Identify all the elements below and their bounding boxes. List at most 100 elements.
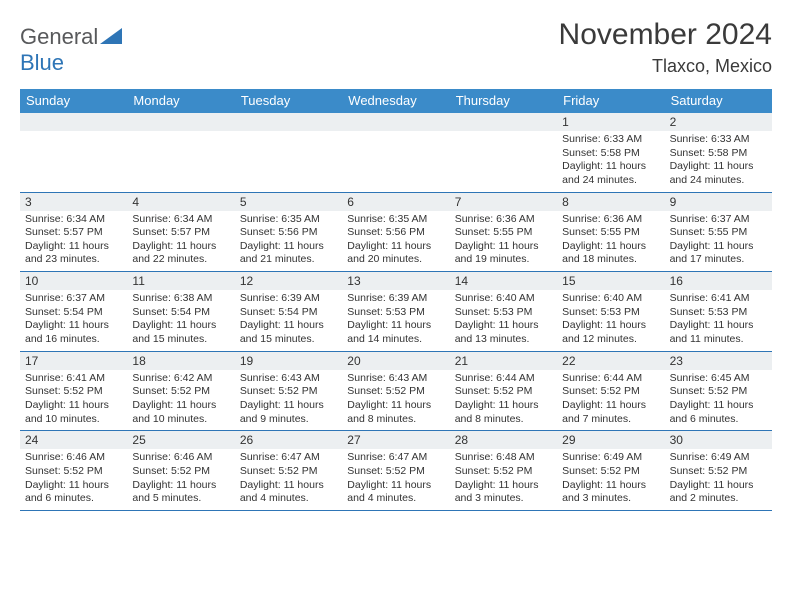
day-number: 26 (235, 431, 342, 449)
day-cell: 29Sunrise: 6:49 AMSunset: 5:52 PMDayligh… (557, 431, 664, 510)
day-details: Sunrise: 6:43 AMSunset: 5:52 PMDaylight:… (235, 370, 342, 431)
sunset-text: Sunset: 5:56 PM (347, 226, 444, 240)
day-cell (20, 113, 127, 192)
day-details: Sunrise: 6:49 AMSunset: 5:52 PMDaylight:… (557, 449, 664, 510)
day-number: 15 (557, 272, 664, 290)
daylight-text: Daylight: 11 hours and 15 minutes. (240, 319, 337, 346)
sunset-text: Sunset: 5:53 PM (347, 306, 444, 320)
sunset-text: Sunset: 5:53 PM (455, 306, 552, 320)
day-header-sun: Sunday (20, 89, 127, 113)
sunset-text: Sunset: 5:52 PM (347, 465, 444, 479)
day-cell: 2Sunrise: 6:33 AMSunset: 5:58 PMDaylight… (665, 113, 772, 192)
sunset-text: Sunset: 5:52 PM (455, 385, 552, 399)
day-number: 14 (450, 272, 557, 290)
sunrise-text: Sunrise: 6:47 AM (240, 451, 337, 465)
day-cell (127, 113, 234, 192)
day-number: 25 (127, 431, 234, 449)
day-cell: 28Sunrise: 6:48 AMSunset: 5:52 PMDayligh… (450, 431, 557, 510)
sunset-text: Sunset: 5:52 PM (562, 385, 659, 399)
day-header-wed: Wednesday (342, 89, 449, 113)
sunset-text: Sunset: 5:52 PM (455, 465, 552, 479)
day-cell: 9Sunrise: 6:37 AMSunset: 5:55 PMDaylight… (665, 193, 772, 272)
weeks-container: 1Sunrise: 6:33 AMSunset: 5:58 PMDaylight… (20, 113, 772, 511)
day-details: Sunrise: 6:41 AMSunset: 5:52 PMDaylight:… (20, 370, 127, 431)
header: General Blue November 2024 Tlaxco, Mexic… (20, 18, 772, 77)
day-cell: 14Sunrise: 6:40 AMSunset: 5:53 PMDayligh… (450, 272, 557, 351)
day-number: 17 (20, 352, 127, 370)
day-cell: 8Sunrise: 6:36 AMSunset: 5:55 PMDaylight… (557, 193, 664, 272)
daylight-text: Daylight: 11 hours and 4 minutes. (240, 479, 337, 506)
sunrise-text: Sunrise: 6:44 AM (455, 372, 552, 386)
day-cell: 13Sunrise: 6:39 AMSunset: 5:53 PMDayligh… (342, 272, 449, 351)
day-cell: 30Sunrise: 6:49 AMSunset: 5:52 PMDayligh… (665, 431, 772, 510)
day-cell (450, 113, 557, 192)
sunrise-text: Sunrise: 6:35 AM (347, 213, 444, 227)
day-header-sat: Saturday (665, 89, 772, 113)
daylight-text: Daylight: 11 hours and 6 minutes. (25, 479, 122, 506)
daylight-text: Daylight: 11 hours and 12 minutes. (562, 319, 659, 346)
day-number (235, 113, 342, 131)
sunset-text: Sunset: 5:54 PM (25, 306, 122, 320)
day-cell: 4Sunrise: 6:34 AMSunset: 5:57 PMDaylight… (127, 193, 234, 272)
day-number: 10 (20, 272, 127, 290)
daylight-text: Daylight: 11 hours and 23 minutes. (25, 240, 122, 267)
sunset-text: Sunset: 5:57 PM (132, 226, 229, 240)
day-header-fri: Friday (557, 89, 664, 113)
sunrise-text: Sunrise: 6:37 AM (670, 213, 767, 227)
sunset-text: Sunset: 5:57 PM (25, 226, 122, 240)
calendar: Sunday Monday Tuesday Wednesday Thursday… (20, 89, 772, 511)
logo-triangle-icon (100, 28, 122, 44)
sunrise-text: Sunrise: 6:42 AM (132, 372, 229, 386)
sunrise-text: Sunrise: 6:35 AM (240, 213, 337, 227)
day-header-mon: Monday (127, 89, 234, 113)
day-details: Sunrise: 6:44 AMSunset: 5:52 PMDaylight:… (450, 370, 557, 431)
daylight-text: Daylight: 11 hours and 18 minutes. (562, 240, 659, 267)
daylight-text: Daylight: 11 hours and 19 minutes. (455, 240, 552, 267)
daylight-text: Daylight: 11 hours and 21 minutes. (240, 240, 337, 267)
day-cell: 12Sunrise: 6:39 AMSunset: 5:54 PMDayligh… (235, 272, 342, 351)
sunset-text: Sunset: 5:55 PM (455, 226, 552, 240)
sunrise-text: Sunrise: 6:40 AM (455, 292, 552, 306)
sunrise-text: Sunrise: 6:45 AM (670, 372, 767, 386)
sunset-text: Sunset: 5:55 PM (670, 226, 767, 240)
daylight-text: Daylight: 11 hours and 6 minutes. (670, 399, 767, 426)
day-details: Sunrise: 6:37 AMSunset: 5:55 PMDaylight:… (665, 211, 772, 272)
daylight-text: Daylight: 11 hours and 17 minutes. (670, 240, 767, 267)
day-details: Sunrise: 6:38 AMSunset: 5:54 PMDaylight:… (127, 290, 234, 351)
sunset-text: Sunset: 5:58 PM (562, 147, 659, 161)
month-title: November 2024 (559, 18, 772, 52)
daylight-text: Daylight: 11 hours and 3 minutes. (562, 479, 659, 506)
sunrise-text: Sunrise: 6:40 AM (562, 292, 659, 306)
daylight-text: Daylight: 11 hours and 14 minutes. (347, 319, 444, 346)
daylight-text: Daylight: 11 hours and 4 minutes. (347, 479, 444, 506)
sunrise-text: Sunrise: 6:33 AM (562, 133, 659, 147)
day-details: Sunrise: 6:33 AMSunset: 5:58 PMDaylight:… (665, 131, 772, 192)
title-block: November 2024 Tlaxco, Mexico (559, 18, 772, 77)
day-number: 28 (450, 431, 557, 449)
day-cell: 22Sunrise: 6:44 AMSunset: 5:52 PMDayligh… (557, 352, 664, 431)
day-cell: 25Sunrise: 6:46 AMSunset: 5:52 PMDayligh… (127, 431, 234, 510)
sunrise-text: Sunrise: 6:38 AM (132, 292, 229, 306)
week-row: 3Sunrise: 6:34 AMSunset: 5:57 PMDaylight… (20, 193, 772, 273)
day-number: 30 (665, 431, 772, 449)
day-number (20, 113, 127, 131)
day-cell: 19Sunrise: 6:43 AMSunset: 5:52 PMDayligh… (235, 352, 342, 431)
sunset-text: Sunset: 5:52 PM (670, 465, 767, 479)
sunrise-text: Sunrise: 6:43 AM (240, 372, 337, 386)
day-cell: 20Sunrise: 6:43 AMSunset: 5:52 PMDayligh… (342, 352, 449, 431)
day-details: Sunrise: 6:35 AMSunset: 5:56 PMDaylight:… (235, 211, 342, 272)
sunset-text: Sunset: 5:52 PM (25, 465, 122, 479)
daylight-text: Daylight: 11 hours and 2 minutes. (670, 479, 767, 506)
day-number: 2 (665, 113, 772, 131)
day-details: Sunrise: 6:33 AMSunset: 5:58 PMDaylight:… (557, 131, 664, 192)
daylight-text: Daylight: 11 hours and 3 minutes. (455, 479, 552, 506)
day-number: 13 (342, 272, 449, 290)
day-details: Sunrise: 6:43 AMSunset: 5:52 PMDaylight:… (342, 370, 449, 431)
day-number: 3 (20, 193, 127, 211)
daylight-text: Daylight: 11 hours and 11 minutes. (670, 319, 767, 346)
week-row: 1Sunrise: 6:33 AMSunset: 5:58 PMDaylight… (20, 113, 772, 193)
day-details (127, 131, 234, 189)
day-number: 6 (342, 193, 449, 211)
daylight-text: Daylight: 11 hours and 5 minutes. (132, 479, 229, 506)
day-details: Sunrise: 6:47 AMSunset: 5:52 PMDaylight:… (235, 449, 342, 510)
